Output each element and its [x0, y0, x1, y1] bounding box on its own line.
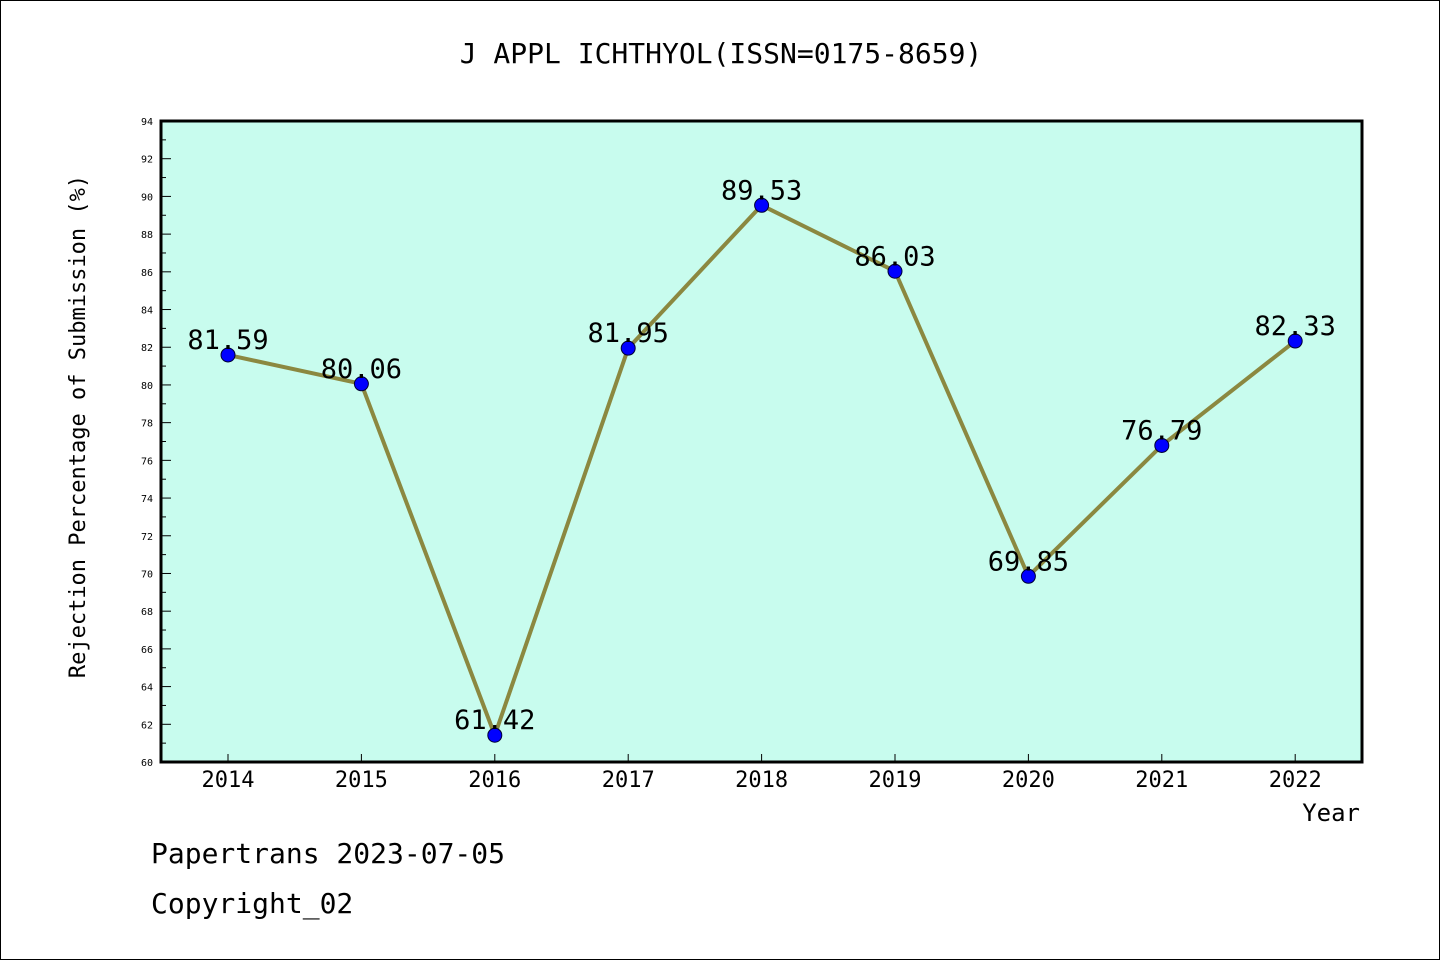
y-tick-label: 92: [141, 155, 153, 166]
data-point: [620, 340, 636, 356]
data-point: [1154, 437, 1170, 453]
y-tick-label: 90: [141, 192, 153, 203]
y-tick-label: 74: [141, 494, 153, 505]
footer-date: Papertrans 2023-07-05: [151, 837, 506, 870]
y-tick-label: 94: [141, 117, 153, 128]
y-tick-label: 72: [141, 532, 153, 543]
data-label: 81.59: [187, 325, 268, 356]
x-tick-label: 2021: [1135, 768, 1188, 793]
data-point: [1020, 568, 1036, 584]
data-point: [220, 347, 236, 363]
data-point: [487, 727, 503, 743]
data-label: 80.06: [321, 354, 402, 385]
data-point: [887, 263, 903, 279]
y-tick-label: 80: [141, 381, 153, 392]
x-tick-label: 2020: [1002, 768, 1055, 793]
y-tick-label: 84: [141, 306, 153, 317]
data-label: 69.85: [988, 546, 1069, 577]
data-point: [754, 197, 770, 213]
data-label: 86.03: [854, 241, 935, 272]
x-tick-label: 2017: [602, 768, 655, 793]
x-tick-label: 2018: [735, 768, 788, 793]
y-tick-label: 88: [141, 230, 153, 241]
data-label: 82.33: [1255, 311, 1336, 342]
y-tick-label: 78: [141, 419, 153, 430]
data-label: 89.53: [721, 175, 802, 206]
data-label: 76.79: [1121, 415, 1202, 446]
y-tick-label: 82: [141, 343, 153, 354]
y-tick-label: 86: [141, 268, 153, 279]
x-tick-label: 2015: [335, 768, 388, 793]
y-tick-label: 70: [141, 569, 153, 580]
data-label: 61.42: [454, 705, 535, 736]
data-point: [1287, 333, 1303, 349]
y-tick-label: 76: [141, 456, 153, 467]
chart-title: J APPL ICHTHYOL(ISSN=0175-8659): [459, 37, 983, 70]
data-label: 81.95: [588, 318, 669, 349]
plot-frame: [159, 119, 1364, 764]
x-axis-label: Year: [1302, 799, 1360, 827]
x-tick-label: 2019: [869, 768, 922, 793]
y-tick-label: 66: [141, 645, 153, 656]
x-tick-label: 2016: [468, 768, 521, 793]
y-tick-label: 62: [141, 720, 153, 731]
y-tick-label: 64: [141, 683, 153, 694]
y-tick-label: 60: [141, 758, 153, 769]
x-tick-label: 2022: [1269, 768, 1322, 793]
x-tick-label: 2014: [202, 768, 255, 793]
y-axis-label: Rejection Percentage of Submission (%): [66, 175, 91, 678]
data-point: [353, 376, 369, 392]
footer-copyright: Copyright_02: [151, 887, 354, 920]
y-tick-label: 68: [141, 607, 153, 618]
